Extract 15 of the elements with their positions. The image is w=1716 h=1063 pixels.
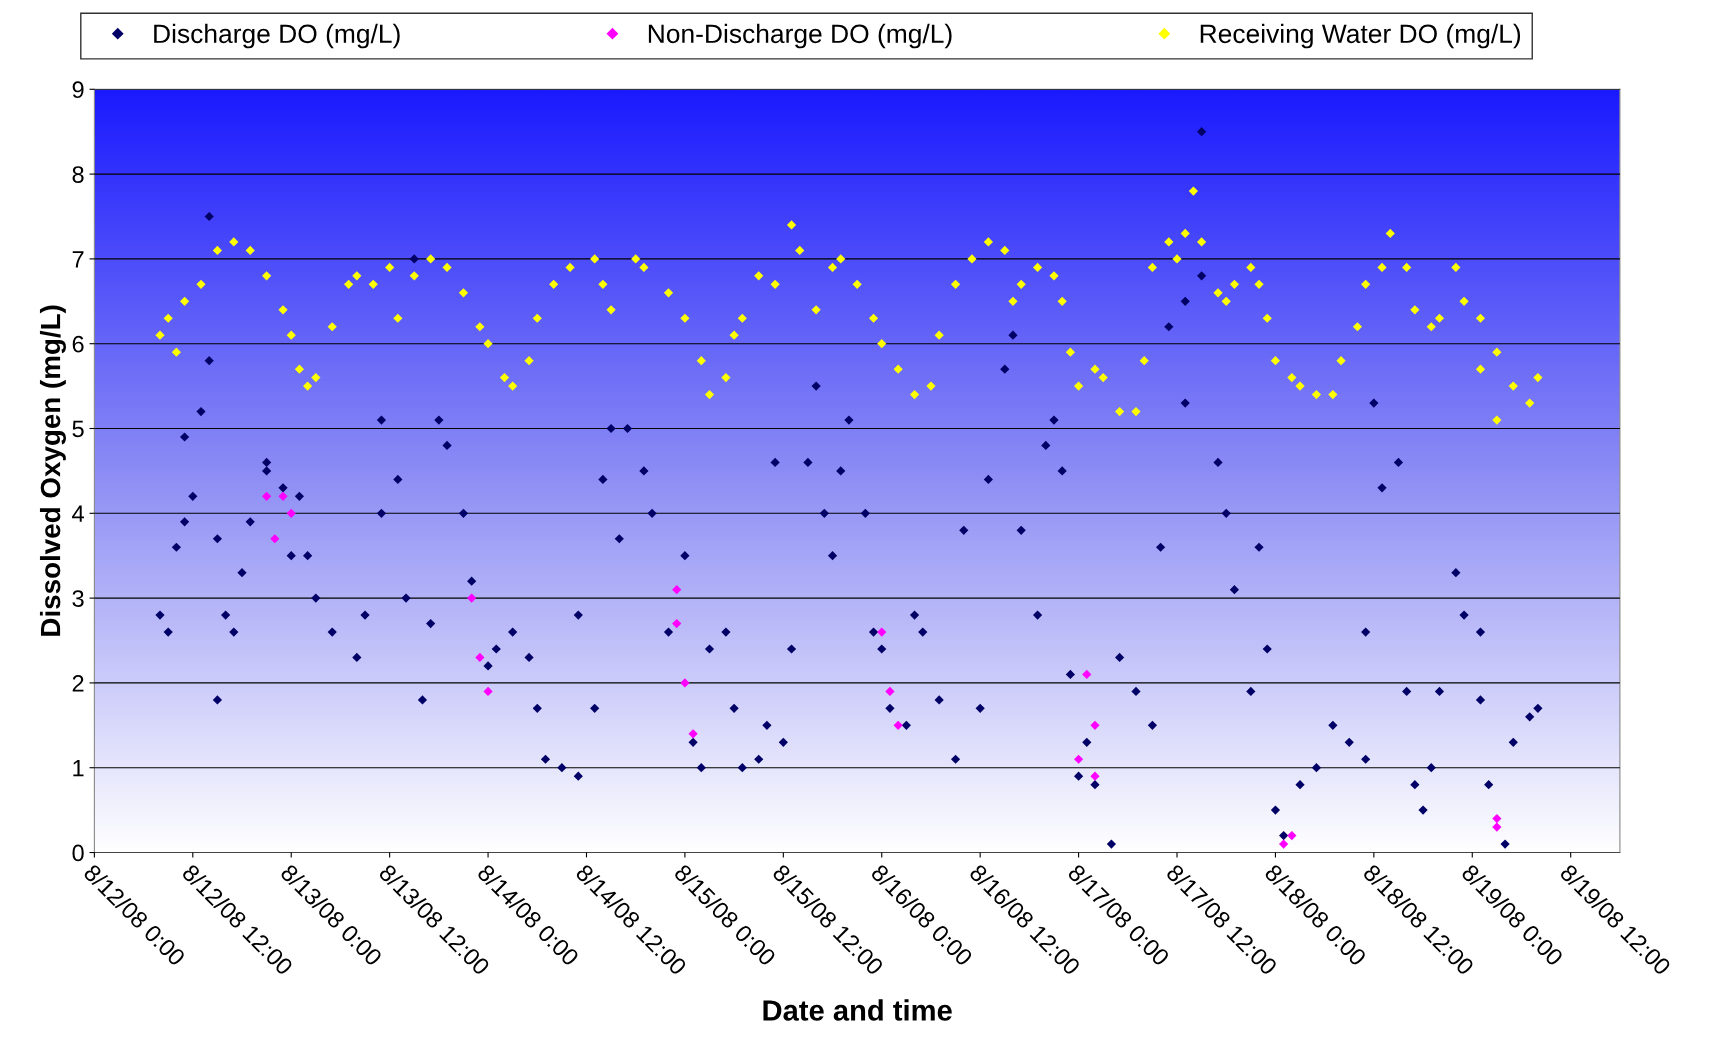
y-tick-label: 9 bbox=[72, 81, 84, 99]
y-tick-label: 6 bbox=[72, 335, 84, 353]
y-tick-label: 4 bbox=[72, 505, 84, 522]
y-tick-label: 8 bbox=[72, 166, 84, 183]
legend-label: Discharge DO (mg/L) bbox=[154, 23, 400, 49]
y-tick-label: 3 bbox=[72, 590, 84, 607]
y-tick-label: 0 bbox=[72, 844, 84, 862]
x-axis-title: Date and time bbox=[763, 999, 952, 1021]
y-tick-label: 5 bbox=[72, 420, 84, 438]
y-tick-label: 1 bbox=[73, 760, 84, 777]
legend-label: Receiving Water DO (mg/L) bbox=[1200, 23, 1521, 49]
y-tick-label: 7 bbox=[72, 251, 84, 268]
y-axis-title: Dissolved Oxygen (mg/L) bbox=[39, 305, 66, 636]
legend-label: Non-Discharge DO (mg/L) bbox=[648, 23, 952, 49]
y-tick-label: 2 bbox=[72, 674, 84, 692]
